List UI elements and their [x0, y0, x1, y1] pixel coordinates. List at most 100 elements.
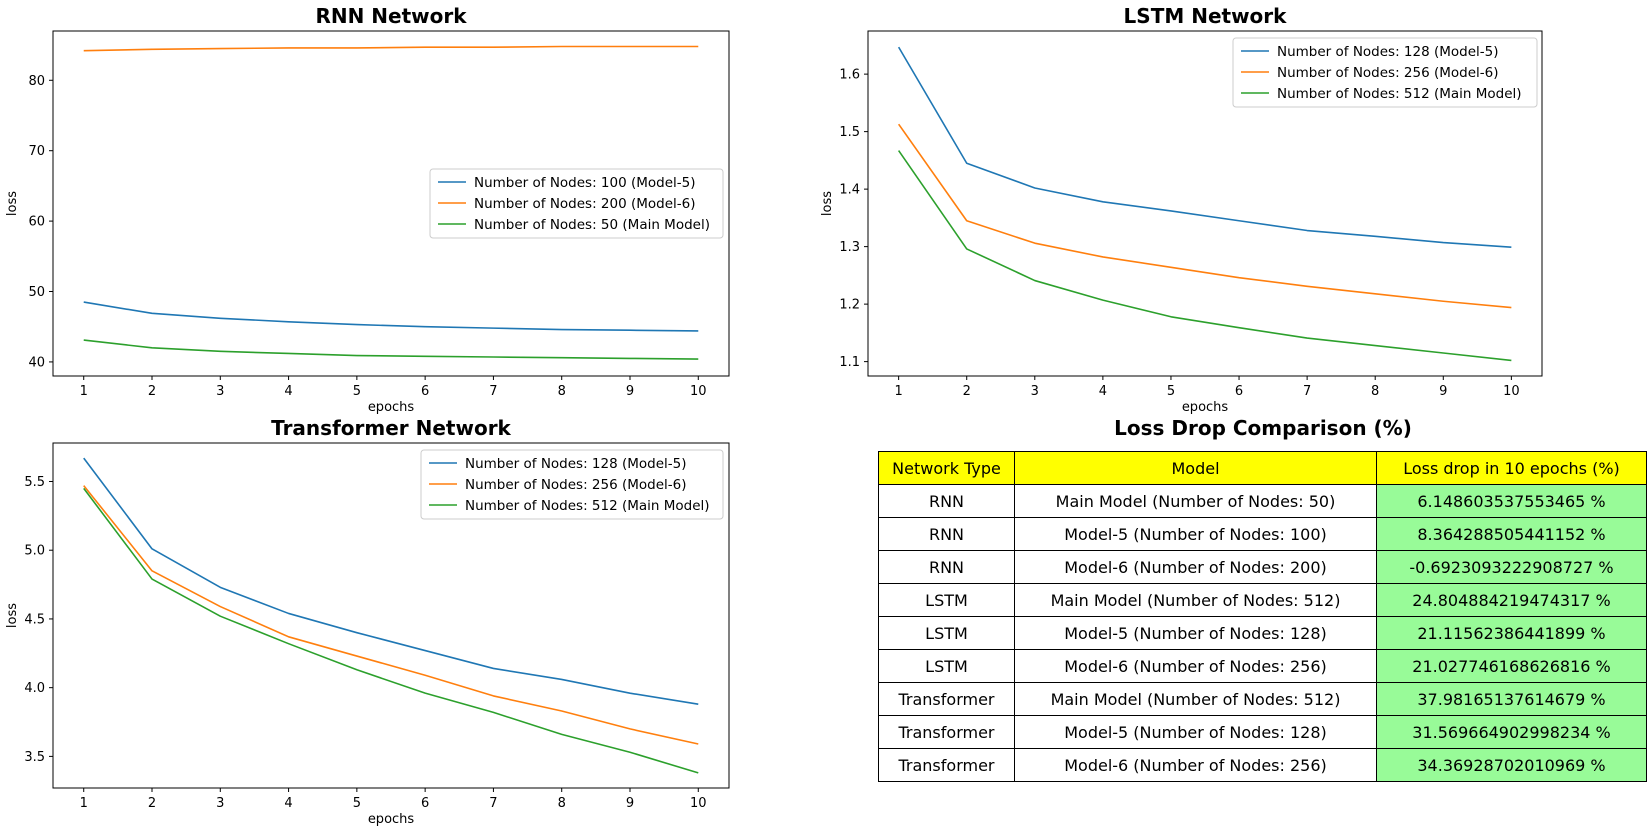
series-line: [897, 123, 1512, 309]
x-tick-label: 1: [80, 796, 88, 811]
x-tick-label: 10: [1503, 384, 1520, 399]
series-line: [897, 46, 1512, 248]
x-tick-label: 5: [1167, 384, 1175, 399]
legend-entry: Number of Nodes: 50 (Main Model): [474, 217, 710, 233]
model-cell: Model-6 (Number of Nodes: 200): [1014, 550, 1377, 584]
loss-drop-cell: 21.027746168626816 %: [1376, 649, 1647, 683]
x-tick-label: 10: [690, 796, 707, 811]
series-line: [83, 301, 699, 332]
x-tick-label: 5: [353, 796, 361, 811]
y-tick-label: 1.5: [839, 125, 860, 140]
y-tick-label: 1.2: [839, 298, 860, 313]
x-tick-label: 3: [216, 796, 224, 811]
loss-drop-cell: 24.804884219474317 %: [1376, 583, 1647, 617]
model-cell: Main Model (Number of Nodes: 50): [1014, 484, 1377, 518]
y-tick-label: 1.1: [839, 355, 860, 370]
x-tick-label: 4: [1099, 384, 1107, 399]
x-tick-label: 3: [1031, 384, 1039, 399]
chart-title: RNN Network: [315, 4, 467, 28]
series-line: [897, 150, 1512, 362]
table-header-cell: Model: [1014, 451, 1377, 485]
x-tick-label: 6: [1235, 384, 1243, 399]
table-header-cell: Network Type: [878, 451, 1015, 485]
table-row: Transformer Model-5 (Number of Nodes: 12…: [878, 715, 1647, 749]
loss-drop-cell: 34.36928702010969 %: [1376, 748, 1647, 782]
y-tick-label: 60: [28, 215, 45, 230]
legend-box: [1232, 37, 1538, 108]
y-tick-label: 70: [28, 144, 45, 159]
network-type-cell: Transformer: [878, 748, 1015, 782]
x-tick-label: 7: [489, 796, 497, 811]
y-tick-label: 40: [28, 355, 45, 370]
series-line: [83, 485, 699, 745]
y-tick-label: 5.5: [24, 475, 45, 490]
y-tick-label: 1.3: [839, 240, 860, 255]
series-line: [83, 45, 699, 52]
loss-drop-cell: 31.569664902998234 %: [1376, 715, 1647, 749]
table-header-cell: Loss drop in 10 epochs (%): [1376, 451, 1647, 485]
table-row: RNN Model-5 (Number of Nodes: 100) 8.364…: [878, 517, 1647, 551]
model-cell: Model-6 (Number of Nodes: 256): [1014, 748, 1377, 782]
table-title: Loss Drop Comparison (%): [1114, 416, 1412, 440]
y-axis-label: loss: [5, 603, 20, 628]
x-tick-label: 2: [148, 384, 156, 399]
model-cell: Model-5 (Number of Nodes: 128): [1014, 616, 1377, 650]
x-axis-label: epochs: [368, 400, 415, 415]
loss-drop-table: Network Type Model Loss drop in 10 epoch…: [878, 451, 1647, 782]
network-type-cell: RNN: [878, 550, 1015, 584]
legend-entry: Number of Nodes: 256 (Model-6): [465, 477, 687, 493]
table-row: RNN Model-6 (Number of Nodes: 200) -0.69…: [878, 550, 1647, 584]
table-row: LSTM Main Model (Number of Nodes: 512) 2…: [878, 583, 1647, 617]
legend-entry: Number of Nodes: 128 (Model-5): [465, 456, 687, 472]
x-axis-label: epochs: [1182, 400, 1229, 415]
chart-title: LSTM Network: [1124, 4, 1288, 28]
series-line: [83, 487, 699, 774]
table-row: LSTM Model-5 (Number of Nodes: 128) 21.1…: [878, 616, 1647, 650]
x-tick-label: 9: [626, 384, 634, 399]
network-type-cell: RNN: [878, 484, 1015, 518]
axes-frame: [52, 442, 730, 789]
x-tick-label: 7: [489, 384, 497, 399]
legend-entry: Number of Nodes: 512 (Main Model): [465, 498, 710, 514]
chart-title: Transformer Network: [271, 416, 511, 440]
y-tick-label: 50: [28, 285, 45, 300]
legend-box: [420, 449, 724, 520]
model-cell: Main Model (Number of Nodes: 512): [1014, 583, 1377, 617]
network-type-cell: Transformer: [878, 715, 1015, 749]
y-axis-label: loss: [5, 191, 20, 216]
model-cell: Model-5 (Number of Nodes: 100): [1014, 517, 1377, 551]
axes-frame: [867, 30, 1543, 377]
x-tick-label: 10: [690, 384, 707, 399]
y-tick-label: 4.0: [24, 681, 45, 696]
y-tick-label: 3.5: [24, 750, 45, 765]
x-tick-label: 8: [558, 384, 566, 399]
legend-entry: Number of Nodes: 128 (Model-5): [1277, 44, 1499, 60]
x-tick-label: 6: [421, 384, 429, 399]
x-axis-label: epochs: [368, 812, 415, 827]
x-tick-label: 6: [421, 796, 429, 811]
x-tick-label: 2: [148, 796, 156, 811]
network-type-cell: LSTM: [878, 583, 1015, 617]
table-header-row: Network Type Model Loss drop in 10 epoch…: [878, 451, 1647, 485]
y-tick-label: 1.4: [839, 183, 860, 198]
x-tick-label: 2: [963, 384, 971, 399]
model-cell: Main Model (Number of Nodes: 512): [1014, 682, 1377, 716]
model-cell: Model-5 (Number of Nodes: 128): [1014, 715, 1377, 749]
x-tick-label: 9: [626, 796, 634, 811]
series-line: [83, 457, 699, 705]
network-type-cell: Transformer: [878, 682, 1015, 716]
legend-entry: Number of Nodes: 200 (Model-6): [474, 196, 696, 212]
x-tick-label: 5: [353, 384, 361, 399]
legend-entry: Number of Nodes: 256 (Model-6): [1277, 65, 1499, 81]
y-tick-label: 5.0: [24, 544, 45, 559]
table-row: Transformer Model-6 (Number of Nodes: 25…: [878, 748, 1647, 782]
x-tick-label: 1: [894, 384, 902, 399]
loss-drop-cell: 37.98165137614679 %: [1376, 682, 1647, 716]
x-tick-label: 9: [1439, 384, 1447, 399]
loss-drop-cell: 6.148603537553465 %: [1376, 484, 1647, 518]
loss-drop-cell: -0.6923093222908727 %: [1376, 550, 1647, 584]
table-row: RNN Main Model (Number of Nodes: 50) 6.1…: [878, 484, 1647, 518]
x-tick-label: 7: [1303, 384, 1311, 399]
network-type-cell: LSTM: [878, 649, 1015, 683]
